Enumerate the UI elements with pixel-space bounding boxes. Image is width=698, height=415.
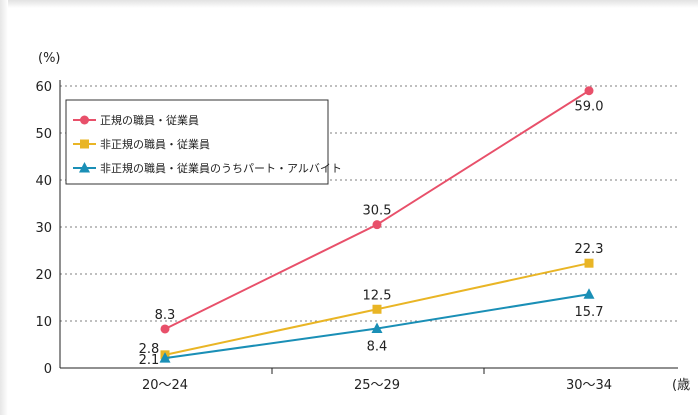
data-label: 2.1: [139, 353, 160, 368]
y-tick-label: 0: [44, 362, 52, 377]
legend-box: [65, 99, 329, 185]
x-axis-unit-label: (歳: [672, 378, 690, 393]
legend: 正規の職員・従業員非正規の職員・従業員非正規の職員・従業員のうちパート・アルバイ…: [65, 99, 342, 185]
y-tick-label: 60: [35, 80, 52, 95]
page-edge-shadow-top: [0, 0, 698, 8]
data-point: [160, 324, 170, 334]
y-tick-label: 40: [35, 174, 52, 189]
legend-label: 非正規の職員・従業員のうちパート・アルバイト: [100, 161, 342, 175]
legend-item: 非正規の職員・従業員のうちパート・アルバイト: [73, 161, 342, 175]
data-label: 30.5: [363, 204, 392, 219]
data-point: [583, 288, 595, 299]
data-label: 15.7: [575, 305, 604, 320]
legend-label: 正規の職員・従業員: [100, 113, 199, 127]
x-tick-label: 20～24: [142, 378, 188, 393]
series-3: 2.1 8.4 15.7: [139, 288, 604, 368]
data-label: 59.0: [575, 100, 604, 115]
data-label: 22.3: [575, 242, 604, 257]
y-axis-unit-label: (%): [38, 51, 61, 66]
data-point: [159, 352, 171, 363]
data-point: [372, 304, 382, 314]
legend-item: 非正規の職員・従業員: [73, 137, 210, 151]
y-tick-label: 50: [35, 127, 52, 142]
data-label: 12.5: [363, 288, 392, 303]
legend-marker: [79, 162, 90, 173]
data-point: [371, 322, 383, 334]
data-label: 8.3: [155, 308, 176, 323]
data-point: [372, 220, 382, 230]
x-tick-labels: 20～24 25～29 30～34: [142, 378, 612, 393]
x-tick-label: 25～29: [354, 378, 400, 393]
y-tick-label: 20: [35, 268, 52, 283]
data-label: 2.8: [139, 342, 160, 357]
axes: [59, 80, 678, 374]
legend-item: 正規の職員・従業員: [73, 113, 199, 127]
data-point: [584, 258, 594, 268]
x-tick-label: 30～34: [566, 378, 612, 393]
data-point: [584, 86, 594, 96]
legend-marker: [80, 139, 89, 149]
y-tick-label: 30: [35, 221, 52, 236]
series-group: 8.3 30.5 59.0 2.8 12.5 22.3 2.1 8.4 15.7: [139, 86, 604, 368]
legend-marker: [80, 115, 89, 125]
y-tick-labels: 0 10 20 30 40 50 60: [35, 80, 52, 377]
series-2: 2.8 12.5 22.3: [139, 242, 604, 360]
y-tick-label: 10: [35, 315, 52, 330]
data-label: 8.4: [367, 340, 388, 355]
legend-label: 非正規の職員・従業員: [100, 137, 210, 151]
page-edge-shadow-left: [0, 0, 8, 415]
series-1: 8.3 30.5 59.0: [155, 86, 604, 334]
gridlines: [60, 85, 678, 322]
